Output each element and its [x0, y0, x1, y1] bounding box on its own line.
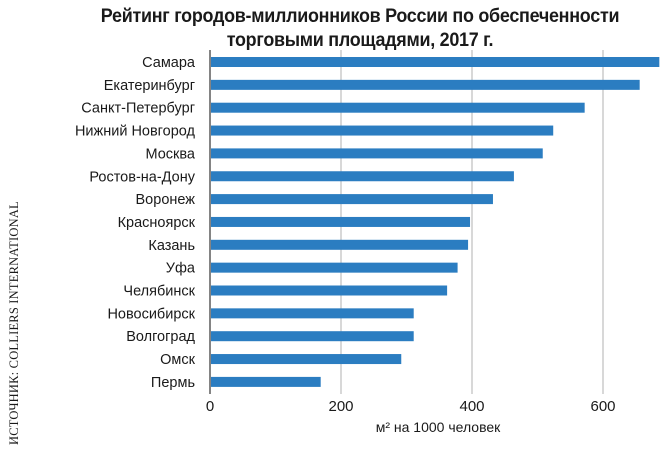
bar [211, 285, 448, 296]
bar [211, 262, 458, 273]
category-label: Омск [160, 352, 195, 368]
bar [211, 102, 585, 113]
chart-title-line-2: торговыми площадями, 2017 г. [226, 29, 494, 51]
category-label: Красноярск [118, 215, 196, 231]
category-label: Санкт-Петербург [81, 101, 195, 117]
category-label: Челябинск [123, 284, 195, 300]
bar [211, 171, 514, 182]
category-label: Воронеж [136, 192, 196, 208]
category-label: Нижний Новгород [75, 124, 196, 140]
category-label: Казань [148, 238, 195, 254]
x-axis-label: м² на 1000 человек [376, 419, 501, 435]
x-tick-label: 600 [590, 398, 615, 415]
category-label: Екатеринбург [104, 78, 195, 94]
chart-title: Рейтинг городов-миллионников России по о… [84, 4, 636, 52]
x-tick-label: 0 [206, 398, 214, 415]
bar [211, 376, 321, 387]
bar [211, 331, 414, 342]
x-tick-labels: 0 200 400 600 [206, 398, 616, 415]
category-label: Волгоград [126, 329, 195, 345]
bar [211, 308, 414, 319]
bar [211, 239, 469, 250]
category-labels: Самара Екатеринбург Санкт-Петербург Нижний … [75, 55, 196, 391]
category-label: Новосибирск [107, 306, 195, 322]
bars [211, 57, 660, 387]
x-tick-label: 400 [459, 398, 484, 415]
category-label: Уфа [166, 261, 196, 277]
bar [211, 194, 493, 205]
category-label: Пермь [151, 375, 195, 391]
chart-title-line-1: Рейтинг городов-миллионников России по о… [100, 5, 620, 27]
x-tick-label: 200 [328, 398, 353, 415]
category-label: Москва [145, 146, 195, 162]
bar [211, 216, 471, 227]
bar [211, 148, 543, 159]
bar [211, 79, 640, 90]
bar [211, 125, 554, 136]
category-label: Ростов-на-Дону [89, 169, 195, 185]
bar [211, 354, 402, 365]
category-label: Самара [142, 55, 196, 71]
bar [211, 57, 660, 67]
